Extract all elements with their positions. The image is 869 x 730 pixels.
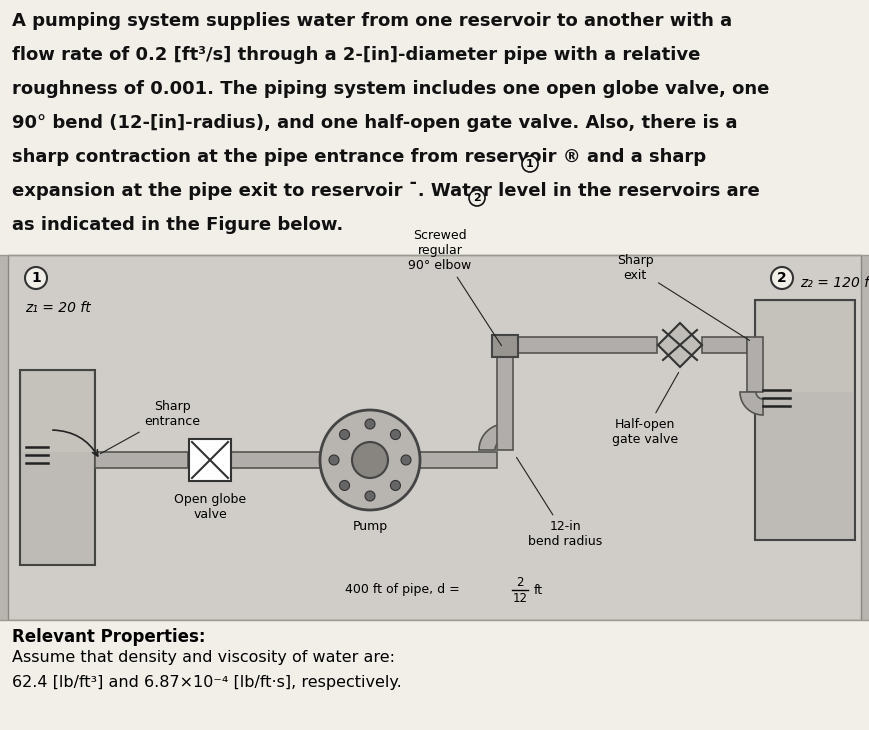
Circle shape [25,267,47,289]
Text: 90° bend (12-[in]-radius), and one half-open gate valve. Also, there is a: 90° bend (12-[in]-radius), and one half-… [12,114,738,132]
Text: 62.4 [lb/ft³] and 6.87×10⁻⁴ [lb/ft·s], respectively.: 62.4 [lb/ft³] and 6.87×10⁻⁴ [lb/ft·s], r… [12,675,401,690]
Circle shape [320,410,420,510]
Text: z₂ = 120 ft: z₂ = 120 ft [800,276,869,290]
Text: Screwed
regular
90° elbow: Screwed regular 90° elbow [408,229,501,346]
Text: sharp contraction at the pipe entrance from reservoir ® and a sharp: sharp contraction at the pipe entrance f… [12,148,706,166]
Circle shape [340,480,349,491]
Text: flow rate of 0.2 [ft³/s] through a 2-[in]-diameter pipe with a relative: flow rate of 0.2 [ft³/s] through a 2-[in… [12,46,700,64]
Polygon shape [658,323,702,367]
Bar [518,337,657,353]
Bar [20,370,95,565]
Circle shape [340,429,349,439]
Polygon shape [479,424,505,450]
Text: 2: 2 [473,193,481,203]
Circle shape [390,480,401,491]
Circle shape [329,455,339,465]
Text: ft: ft [534,583,543,596]
Text: 1: 1 [526,159,534,169]
Bar [95,452,188,468]
Bar [189,439,231,481]
Text: 12-in
bend radius: 12-in bend radius [516,458,602,548]
Polygon shape [740,392,763,415]
Bar [755,300,855,540]
Text: 1: 1 [31,271,41,285]
Bar [8,255,861,620]
Bar [22,372,93,452]
Text: 400 ft of pipe, d =: 400 ft of pipe, d = [345,583,460,596]
Bar [497,340,513,450]
Text: Relevant Properties:: Relevant Properties: [12,628,205,646]
Text: Pump: Pump [353,520,388,533]
Text: as indicated in the Figure below.: as indicated in the Figure below. [12,216,343,234]
Text: Open globe
valve: Open globe valve [174,493,246,521]
Bar [0,620,869,730]
Text: Sharp
exit: Sharp exit [617,254,750,340]
Text: A pumping system supplies water from one reservoir to another with a: A pumping system supplies water from one… [12,12,732,30]
Circle shape [522,156,538,172]
Circle shape [469,190,485,206]
Bar [757,302,853,392]
Circle shape [771,267,793,289]
Circle shape [365,491,375,501]
Circle shape [390,429,401,439]
Text: 12: 12 [513,591,527,604]
Text: roughness of 0.001. The piping system includes one open globe valve, one: roughness of 0.001. The piping system in… [12,80,769,98]
Circle shape [401,455,411,465]
Text: z₁ = 20 ft: z₁ = 20 ft [25,301,90,315]
Circle shape [352,442,388,478]
Bar [492,335,518,357]
Text: Half-open
gate valve: Half-open gate valve [612,372,679,446]
Bar [231,452,320,468]
Text: Sharp
entrance: Sharp entrance [101,400,200,453]
Bar [747,337,763,392]
Bar [0,0,869,255]
Text: 2: 2 [516,577,524,590]
Text: 2: 2 [777,271,786,285]
Bar [702,337,747,353]
Text: Assume that density and viscosity of water are:: Assume that density and viscosity of wat… [12,650,395,665]
Text: expansion at the pipe exit to reservoir ¯. Water level in the reservoirs are: expansion at the pipe exit to reservoir … [12,182,760,200]
Circle shape [365,419,375,429]
Bar [420,452,497,468]
